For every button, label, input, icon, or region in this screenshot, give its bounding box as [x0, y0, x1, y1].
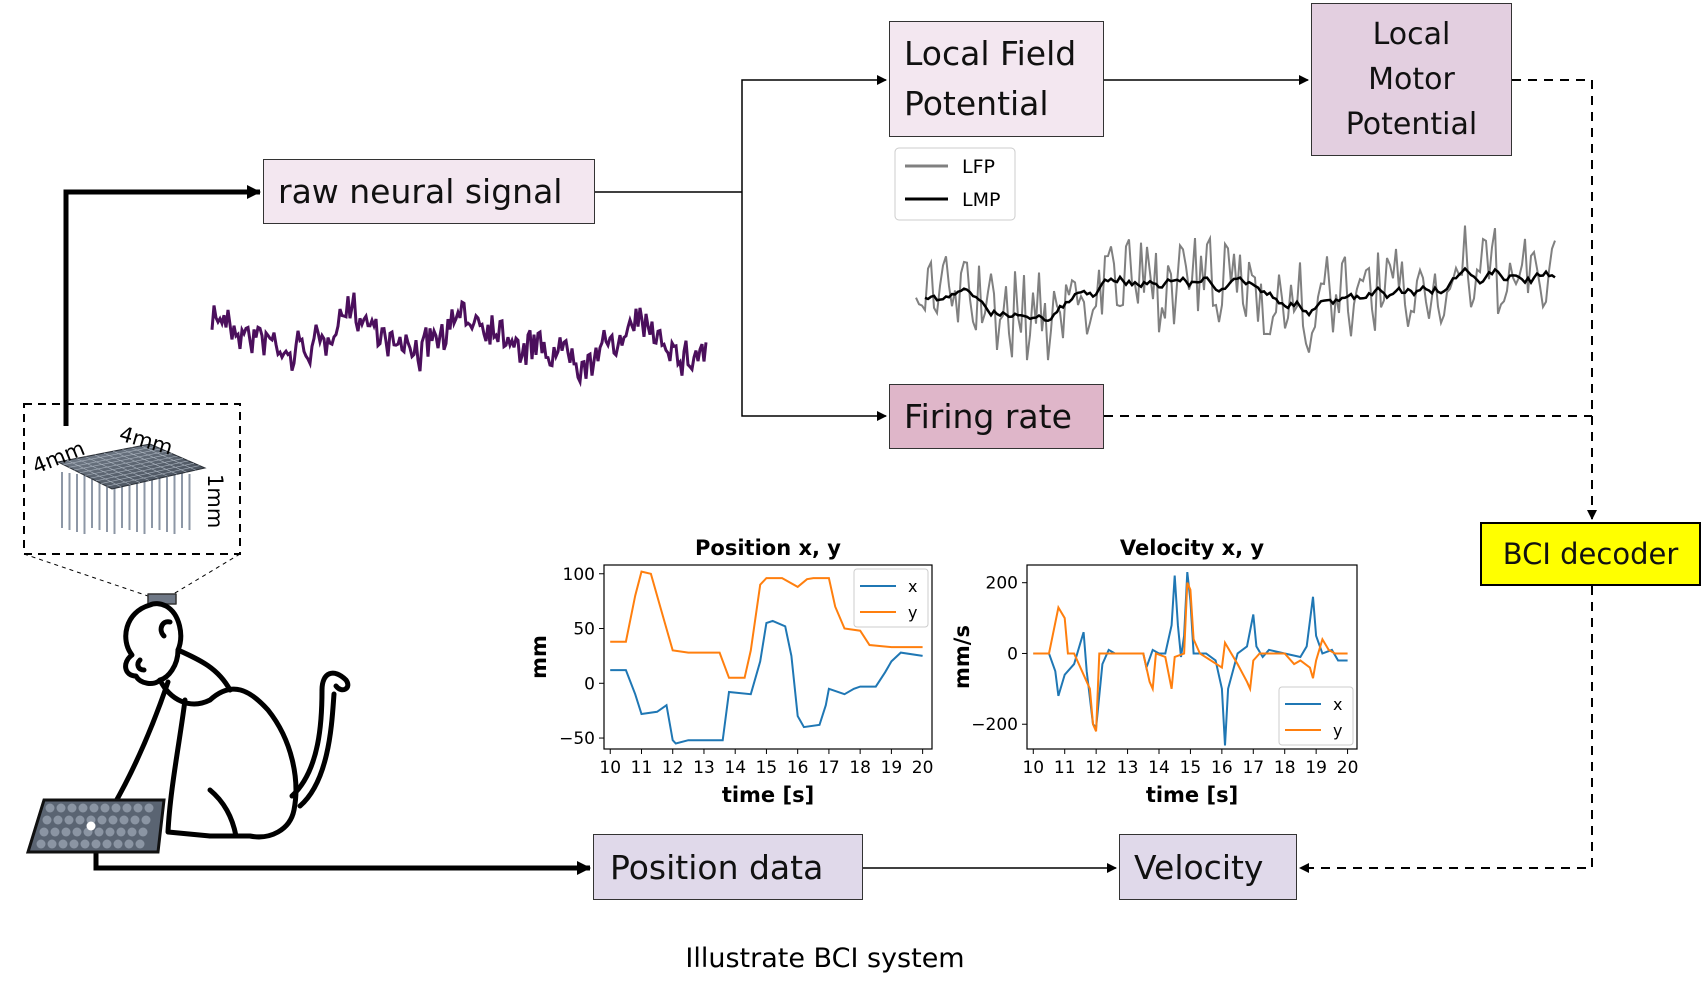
x-tick-label: 13	[693, 758, 715, 778]
x-tick-label: 15	[1180, 758, 1202, 778]
x-tick-label: 18	[849, 758, 871, 778]
velocity-label: Velocity	[1134, 847, 1264, 887]
x-tick-label: 10	[599, 758, 621, 778]
x-tick-label: 13	[1117, 758, 1139, 778]
x-tick-label: 16	[787, 758, 809, 778]
y-tick-label: 200	[986, 574, 1018, 594]
x-tick-label: 20	[1337, 758, 1359, 778]
raw-neural-signal-trace	[210, 292, 708, 388]
x-axis-label: time [s]	[1146, 783, 1238, 807]
plot-frame	[1026, 564, 1358, 750]
raw-neural-signal-label: raw neural signal	[278, 172, 563, 211]
x-tick-label: 18	[1274, 758, 1296, 778]
x-tick-label: 11	[1054, 758, 1076, 778]
lfp-trace	[915, 225, 1556, 361]
x-axis-label: time [s]	[722, 783, 814, 807]
plot-frame	[603, 564, 933, 750]
lmp-to-decoder-dashed	[1512, 79, 1597, 520]
bci-decoder-box: BCI decoder	[1480, 522, 1701, 586]
legend-label-y: y	[1333, 721, 1342, 740]
x-tick-label: 11	[631, 758, 653, 778]
y-tick-label: 0	[1007, 644, 1018, 664]
x-tick-label: 16	[1211, 758, 1233, 778]
local-field-potential-box: Local Field Potential	[889, 21, 1104, 137]
utah-array-image	[56, 443, 207, 534]
bci-decoder-label: BCI decoder	[1502, 537, 1679, 571]
inset-connector-right	[169, 553, 241, 597]
legend-label-x: x	[908, 577, 917, 596]
lfp-lmp-legend: LFP LMP	[894, 147, 1016, 221]
electrode-array-inset: 4mm 4mm 1mm	[23, 403, 241, 597]
y-tick-label: −200	[971, 715, 1018, 735]
legend-label-y: y	[908, 603, 917, 622]
target-dot	[86, 821, 96, 831]
x-tick-label: 12	[662, 758, 684, 778]
velocity-chart: Velocity x, y 10 11 12 13 14 15 16 17 18 19 20 −200 0…	[950, 536, 1358, 807]
position-data-label: Position data	[610, 847, 824, 887]
position-data-box: Position data	[593, 834, 863, 900]
local-field-potential-label: Local Field Potential	[904, 34, 1077, 123]
series-line-x	[610, 619, 923, 745]
y-tick-label: 100	[563, 565, 595, 585]
inset-connector-left	[23, 553, 149, 597]
array-to-raw-arrow	[63, 185, 261, 426]
y-tick-label: −50	[559, 729, 595, 749]
x-tick-label: 12	[1085, 758, 1107, 778]
legend-label-x: x	[1333, 695, 1342, 714]
lmp-trace	[924, 266, 1556, 322]
y-tick-label: 0	[584, 674, 595, 694]
x-tick-label: 19	[1305, 758, 1327, 778]
y-tick-label: 50	[573, 620, 595, 640]
x-tick-label: 15	[756, 758, 778, 778]
x-tick-label: 19	[881, 758, 903, 778]
local-motor-potential-box: Local Motor Potential	[1311, 3, 1512, 156]
touch-tablet	[25, 798, 166, 854]
local-motor-potential-label: Local Motor Potential	[1345, 17, 1478, 142]
array-height-label: 1mm	[203, 474, 227, 528]
legend-lmp-label: LMP	[962, 189, 1000, 211]
velocity-box: Velocity	[1119, 834, 1297, 900]
x-tick-label: 17	[818, 758, 840, 778]
y-axis-label: mm/s	[950, 625, 974, 689]
figure-caption: Illustrate BCI system	[685, 943, 965, 974]
series-line-y	[1033, 582, 1348, 732]
x-tick-label: 10	[1022, 758, 1044, 778]
x-tick-label: 14	[1148, 758, 1170, 778]
lfp-lmp-plot: LFP LMP	[894, 147, 1556, 361]
y-axis-label: mm	[527, 635, 551, 679]
chart-title: Position x, y	[695, 536, 841, 560]
raw-neural-signal-box: raw neural signal	[263, 159, 595, 224]
x-tick-label: 14	[724, 758, 746, 778]
x-tick-label: 17	[1242, 758, 1264, 778]
split-to-lfp-arrow	[741, 75, 887, 192]
series-line-y	[610, 570, 923, 679]
position-chart: Position x, y 10 11 12 13 14 15 16 17 18 19 20 −50 0 5…	[527, 536, 933, 807]
split-to-firing-arrow	[741, 192, 887, 421]
firing-rate-label: Firing rate	[904, 397, 1072, 436]
x-tick-label: 20	[912, 758, 934, 778]
firing-rate-box: Firing rate	[889, 384, 1104, 449]
legend-lfp-label: LFP	[962, 156, 995, 178]
chart-title: Velocity x, y	[1120, 536, 1264, 560]
